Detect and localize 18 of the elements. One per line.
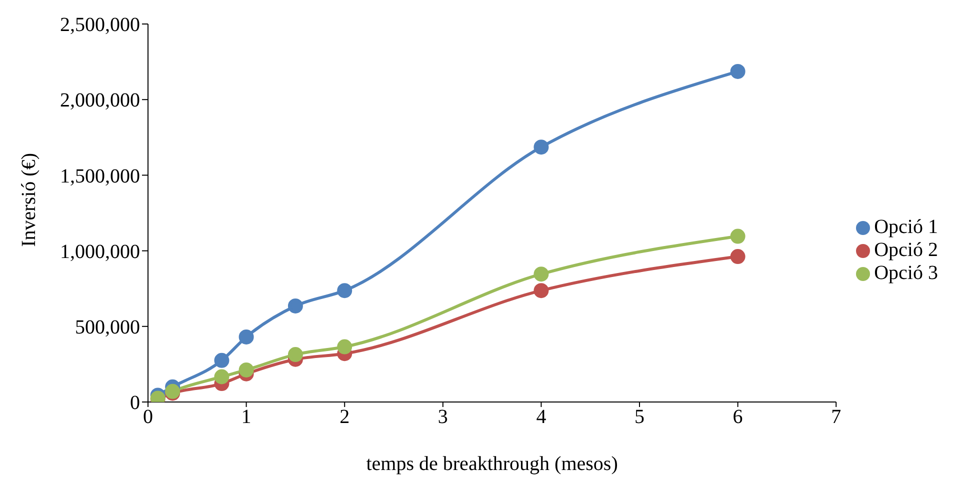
y-tick-label: 1,500,000 — [60, 165, 140, 188]
legend-label: Opció 3 — [874, 262, 938, 284]
legend-label: Opció 2 — [874, 238, 938, 260]
x-tick-label: 5 — [634, 406, 645, 428]
y-tick-label: 0 — [130, 392, 140, 414]
y-axis-title: Inversió (€) — [18, 153, 40, 247]
y-tick-label: 2,000,000 — [60, 90, 140, 112]
y-tick-label: 1,000,000 — [60, 240, 140, 263]
x-tick-label: 6 — [732, 406, 743, 428]
x-tick-label: 3 — [438, 406, 448, 428]
y-tick-label: 500,000 — [75, 316, 140, 338]
x-tick-label: 2 — [340, 406, 350, 428]
legend-label: Opció 1 — [874, 216, 938, 238]
y-tick-label: 2,500,000 — [60, 14, 140, 36]
x-tick-label: 1 — [241, 406, 252, 428]
x-tick-label: 7 — [831, 406, 842, 428]
x-tick-label: 4 — [536, 406, 546, 428]
x-axis-title: temps de breakthrough (mesos) — [366, 453, 618, 476]
